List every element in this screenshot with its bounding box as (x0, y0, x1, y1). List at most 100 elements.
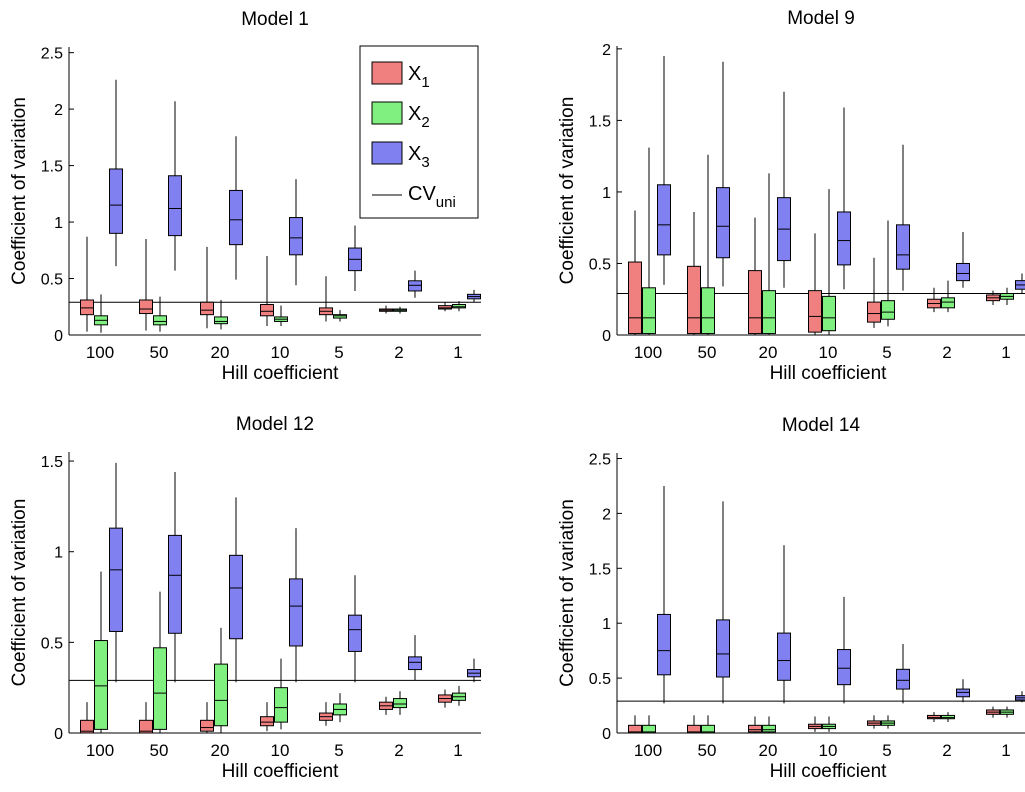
box-x3-2 (957, 679, 970, 702)
box-x3-50 (717, 501, 730, 703)
box-body (140, 300, 153, 314)
y-tick-label: 1.5 (41, 454, 63, 471)
box-x2-5 (882, 221, 895, 327)
box-x3-5 (897, 644, 910, 703)
box-body (763, 291, 776, 334)
legend-swatch (372, 142, 402, 164)
legend-swatch (372, 62, 402, 84)
x-tick-label: 1 (453, 741, 462, 760)
x-axis-label: Hill coefficient (770, 761, 888, 782)
box-body (809, 291, 822, 332)
box-x3-10 (838, 597, 851, 704)
box-x3-10 (290, 179, 303, 285)
box-body (763, 725, 776, 732)
box-x1-50 (688, 212, 701, 335)
box-x1-5 (320, 702, 333, 726)
x-tick-label: 100 (634, 343, 662, 362)
x-tick-label: 2 (942, 343, 951, 362)
box-body (230, 190, 243, 244)
y-tick-label: 1 (54, 215, 63, 232)
box-x2-100 (643, 715, 656, 733)
box-x3-10 (838, 108, 851, 290)
box-body (838, 650, 851, 685)
box-x2-50 (702, 155, 715, 335)
y-tick-label: 0 (54, 328, 63, 345)
box-body (778, 633, 791, 680)
box-x2-2 (942, 281, 955, 312)
box-body (154, 316, 167, 325)
box-body (290, 218, 303, 255)
box-body (81, 300, 94, 315)
box-x3-1 (468, 659, 481, 683)
box-x2-100 (95, 294, 108, 332)
box-x2-1 (1001, 707, 1014, 718)
box-x3-20 (230, 136, 243, 279)
box-x1-2 (380, 306, 393, 314)
box-x2-5 (334, 310, 347, 321)
x-tick-label: 5 (334, 343, 343, 362)
x-axis-label: Hill coefficient (222, 761, 340, 782)
box-body (439, 306, 452, 309)
x-tick-label: 10 (819, 741, 838, 760)
box-body (957, 263, 970, 280)
x-tick-label: 20 (211, 741, 230, 760)
box-x3-1 (1016, 691, 1025, 702)
box-x2-20 (763, 717, 776, 733)
box-x1-1 (439, 689, 452, 707)
box-x1-50 (140, 702, 153, 733)
box-x1-1 (987, 291, 1000, 305)
box-x3-5 (897, 145, 910, 291)
box-x2-5 (334, 693, 347, 722)
box-x3-2 (957, 232, 970, 288)
y-axis-label: Coefficient of variation (9, 499, 30, 687)
box-x2-10 (275, 306, 288, 326)
chart-title: Model 9 (787, 8, 855, 29)
x-tick-label: 2 (394, 741, 403, 760)
x-tick-label: 20 (211, 343, 230, 362)
box-x2-20 (215, 300, 228, 329)
x-axis-label: Hill coefficient (770, 363, 888, 384)
box-body (868, 302, 881, 322)
box-x2-20 (763, 173, 776, 335)
box-x3-100 (658, 56, 671, 285)
box-x2-10 (823, 189, 836, 335)
box-x2-2 (394, 307, 407, 314)
x-tick-label: 5 (882, 343, 891, 362)
y-tick-label: 2 (602, 42, 611, 59)
box-x1-100 (81, 702, 94, 733)
y-tick-label: 1 (602, 185, 611, 202)
y-tick-label: 0 (602, 328, 611, 345)
y-tick-label: 0.5 (589, 671, 611, 688)
box-x1-100 (629, 715, 642, 733)
x-tick-label: 1 (1001, 343, 1010, 362)
box-x3-5 (349, 575, 362, 682)
box-body (882, 301, 895, 320)
y-axis-label: Coefficient of variation (557, 499, 578, 687)
box-x3-2 (409, 635, 422, 680)
box-x1-20 (749, 717, 762, 733)
x-tick-label: 2 (942, 741, 951, 760)
box-x2-10 (823, 717, 836, 732)
x-tick-label: 2 (394, 343, 403, 362)
y-tick-label: 0.5 (589, 256, 611, 273)
box-x2-5 (882, 715, 895, 728)
box-body (942, 298, 955, 308)
x-tick-label: 100 (634, 741, 662, 760)
box-x2-2 (942, 712, 955, 722)
box-body (838, 212, 851, 265)
box-body (201, 302, 214, 314)
y-tick-label: 1.5 (589, 113, 611, 130)
box-x3-5 (349, 225, 362, 291)
box-x3-1 (1016, 273, 1025, 293)
x-tick-label: 1 (453, 343, 462, 362)
box-x1-50 (688, 715, 701, 733)
chart-title: Model 12 (236, 414, 314, 435)
box-x3-20 (230, 497, 243, 682)
chart-title: Model 14 (782, 415, 861, 436)
box-x2-2 (394, 691, 407, 715)
box-x2-1 (453, 686, 466, 706)
